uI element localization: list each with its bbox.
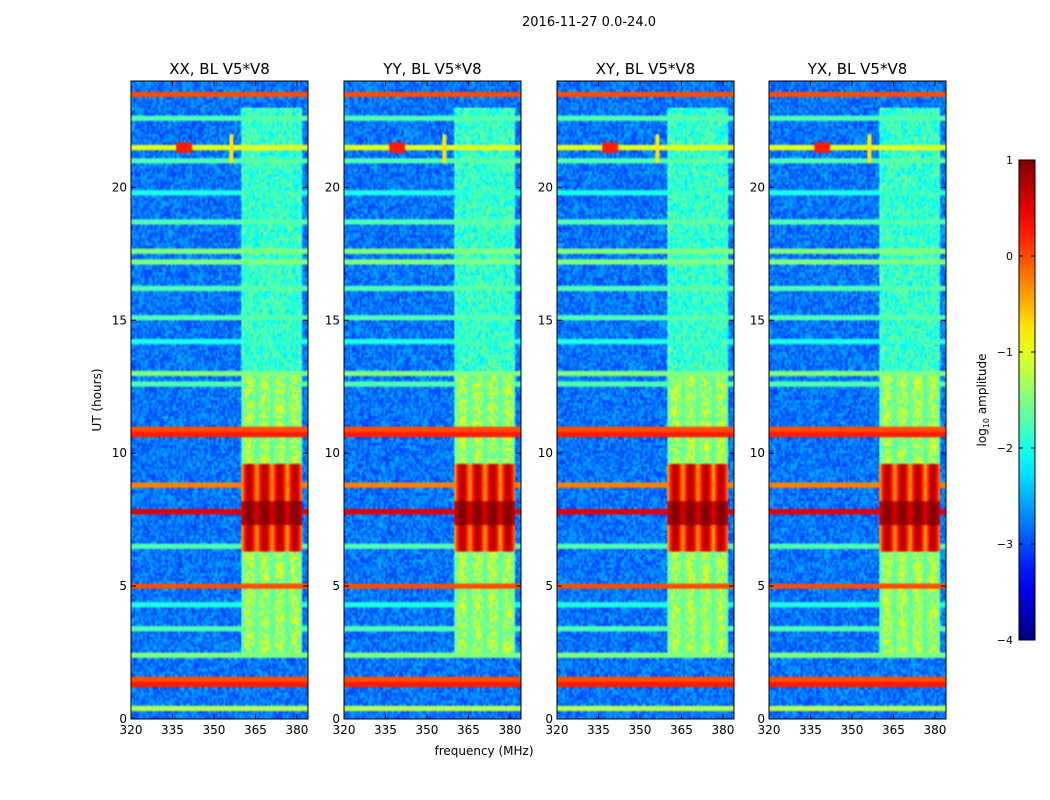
heatmap-image: [344, 81, 521, 719]
y-tick-label: 15: [538, 313, 553, 327]
x-tick-label: 365: [670, 723, 693, 737]
colorbar-tick-label: −2: [997, 442, 1013, 455]
y-tick-label: 20: [538, 180, 553, 194]
x-tick-label: 380: [285, 723, 308, 737]
x-tick-label: 350: [841, 723, 864, 737]
colorbar-tick-label: −1: [997, 346, 1013, 359]
y-tick-label: 0: [545, 712, 553, 726]
y-tick-label: 5: [332, 579, 340, 593]
y-tick-label: 20: [325, 180, 340, 194]
colorbar-tick-label: 0: [1006, 250, 1013, 263]
panel-title: YY, BL V5*V8: [382, 60, 481, 78]
panel-title: XX, BL V5*V8: [169, 60, 270, 78]
x-tick-label: 320: [333, 723, 356, 737]
panel-title: XY, BL V5*V8: [596, 60, 696, 78]
x-tick-label: 365: [244, 723, 267, 737]
x-tick-label: 320: [546, 723, 569, 737]
plot-frame: [556, 80, 735, 720]
x-tick-label: 335: [374, 723, 397, 737]
y-tick-label: 10: [538, 446, 553, 460]
y-tick-label: 5: [757, 579, 765, 593]
plot-frame: [130, 80, 309, 720]
heatmap-image: [769, 81, 946, 719]
y-tick-label: 0: [119, 712, 127, 726]
y-tick-label: 10: [750, 446, 765, 460]
plot-frame: [768, 80, 947, 720]
colorbar-tick-label: −4: [997, 634, 1013, 647]
panel-2: YY, BL V5*V8 320 335 350 365 380 0 5 10 15 20 frequ…: [325, 60, 534, 758]
x-tick-label: 380: [923, 723, 946, 737]
x-tick-label: 365: [882, 723, 905, 737]
y-tick-label: 10: [325, 446, 340, 460]
x-tick-label: 380: [498, 723, 521, 737]
x-tick-label: 350: [203, 723, 226, 737]
colorbar-label: log10 amplitude: [975, 354, 991, 447]
figure-suptitle: 2016-11-27 0.0-24.0: [522, 15, 656, 30]
panel-4: YX, BL V5*V8 320 335 350 365 380 0 5 10 15 20: [750, 60, 947, 737]
y-tick-label: 5: [119, 579, 127, 593]
heatmap-image: [557, 81, 734, 719]
x-tick-label: 320: [120, 723, 143, 737]
x-tick-label: 335: [587, 723, 610, 737]
y-tick-label: 5: [545, 579, 553, 593]
colorbar-tick-label: 1: [1006, 154, 1013, 167]
y-tick-label: 15: [112, 313, 127, 327]
y-tick-label: 20: [750, 180, 765, 194]
x-tick-label: 365: [457, 723, 480, 737]
panel-1: XX, BL V5*V8 320 335 350 365 380 0 5 10 15 20 UT (h…: [90, 60, 309, 737]
x-tick-label: 350: [416, 723, 439, 737]
y-tick-label: 15: [750, 313, 765, 327]
x-tick-label: 320: [758, 723, 781, 737]
panel-title: YX, BL V5*V8: [807, 60, 908, 78]
x-tick-label: 380: [711, 723, 734, 737]
panel-3: XY, BL V5*V8 320 335 350 365 380 0 5 10 15 20: [538, 60, 735, 737]
y-tick-label: 15: [325, 313, 340, 327]
plot-frame: [343, 80, 522, 720]
colorbar-gradient: [1018, 159, 1036, 641]
y-tick-label: 0: [332, 712, 340, 726]
colorbar-tick-label: −3: [997, 538, 1013, 551]
y-tick-label: 0: [757, 712, 765, 726]
x-axis-label: frequency (MHz): [434, 744, 533, 758]
x-tick-label: 335: [799, 723, 822, 737]
heatmap-image: [131, 81, 308, 719]
x-tick-label: 335: [161, 723, 184, 737]
y-tick-label: 20: [112, 180, 127, 194]
colorbar: 1 0 −1 −2 −3 −4 log10 amplitude: [975, 154, 1036, 647]
y-tick-label: 10: [112, 446, 127, 460]
x-tick-label: 350: [629, 723, 652, 737]
y-axis-label: UT (hours): [90, 368, 104, 431]
